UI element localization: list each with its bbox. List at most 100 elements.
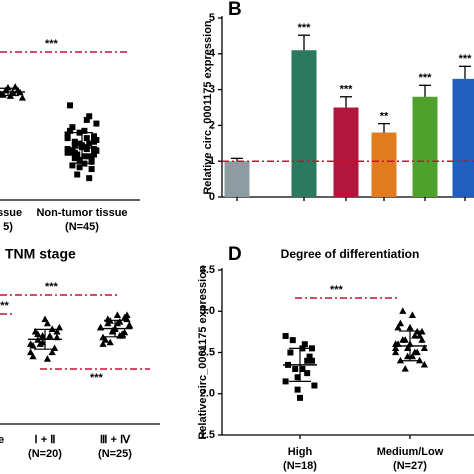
data-point	[81, 153, 88, 160]
panel-title: Degree of differentiation	[281, 247, 420, 261]
data-point	[64, 135, 71, 142]
panel-letter: B	[228, 0, 242, 20]
bar	[224, 161, 250, 197]
data-point	[304, 370, 311, 377]
group-count: 5)	[3, 221, 13, 233]
data-point	[399, 307, 407, 314]
data-point	[83, 135, 90, 142]
bar	[333, 107, 359, 197]
data-point	[71, 149, 78, 156]
data-point	[48, 348, 56, 356]
data-point	[93, 136, 100, 143]
data-point	[18, 94, 26, 101]
data-point	[91, 151, 97, 158]
significance-label: ***	[340, 84, 354, 96]
data-point	[306, 353, 313, 360]
data-point	[93, 120, 100, 127]
y-tick-label: 4	[209, 48, 216, 60]
bar	[452, 78, 474, 197]
y-tick-label: 5	[209, 12, 215, 24]
y-tick-label: 3.5	[200, 264, 215, 276]
data-point	[76, 164, 83, 171]
data-point	[292, 366, 299, 372]
data-point	[282, 378, 289, 385]
data-point	[99, 340, 107, 347]
data-point	[71, 142, 78, 149]
panel-title: TNM stage	[5, 246, 76, 262]
data-point	[43, 319, 51, 327]
data-point	[289, 337, 296, 344]
data-point	[64, 146, 71, 153]
significance-label: **	[380, 111, 389, 123]
data-point	[69, 124, 76, 131]
group-count: (N=20)	[28, 448, 62, 460]
significance-label: ***	[459, 53, 473, 65]
data-point	[74, 171, 81, 178]
data-point	[125, 321, 133, 328]
x-tick-label: e	[0, 434, 4, 446]
data-point	[97, 323, 105, 331]
data-point	[416, 356, 424, 364]
group-count: (N=25)	[98, 448, 132, 460]
y-tick-label: 2	[209, 119, 215, 131]
y-axis-label: Relative circ_0001175 expression	[197, 265, 209, 440]
data-point	[106, 338, 114, 346]
data-point	[121, 328, 129, 336]
data-point	[392, 344, 400, 351]
data-point	[396, 319, 404, 327]
data-point	[401, 365, 409, 372]
panel-letter: D	[228, 244, 242, 265]
data-point	[29, 352, 37, 360]
significance-label: ***	[90, 372, 104, 384]
data-point	[67, 102, 73, 109]
group-count: (N=45)	[65, 221, 99, 233]
data-point	[420, 344, 428, 351]
data-point	[91, 133, 97, 140]
data-point	[297, 394, 303, 401]
y-tick-label: 3	[209, 84, 215, 96]
data-point	[418, 336, 426, 343]
data-point	[301, 341, 308, 348]
data-point	[406, 323, 414, 331]
y-tick-label: 0	[209, 191, 215, 203]
data-point	[304, 357, 311, 364]
y-tick-label: 1.5	[200, 429, 215, 441]
data-point	[51, 344, 59, 351]
data-point	[401, 336, 409, 343]
data-point	[282, 333, 289, 339]
y-tick-label: 3.0	[200, 305, 215, 317]
data-point	[287, 349, 294, 356]
data-point	[64, 131, 71, 138]
data-point	[69, 162, 76, 169]
y-tick-label: 1	[209, 155, 215, 167]
significance-label: ***	[419, 72, 433, 84]
significance-label: ***	[45, 38, 59, 50]
data-point	[116, 317, 124, 325]
y-tick-label: 2.5	[200, 346, 215, 358]
data-point	[48, 325, 56, 332]
data-point	[27, 348, 35, 356]
data-point	[34, 330, 42, 337]
data-point	[411, 348, 419, 356]
data-point	[311, 382, 318, 389]
data-point	[86, 113, 93, 120]
significance-label: ***	[45, 281, 59, 293]
data-point	[81, 127, 88, 134]
data-point	[86, 153, 93, 160]
data-point	[418, 327, 426, 335]
bar	[371, 132, 397, 197]
data-point	[394, 323, 402, 331]
data-point	[83, 116, 90, 123]
data-point	[76, 156, 83, 163]
data-point	[88, 166, 95, 173]
data-point	[113, 311, 121, 318]
data-point	[46, 332, 54, 339]
data-point	[299, 366, 306, 372]
bar	[412, 96, 438, 197]
y-axis-label: Relative circ_0001175 expression	[202, 20, 214, 195]
data-point	[309, 357, 315, 364]
data-point	[55, 323, 63, 331]
data-point	[396, 356, 404, 364]
data-point	[309, 345, 315, 352]
